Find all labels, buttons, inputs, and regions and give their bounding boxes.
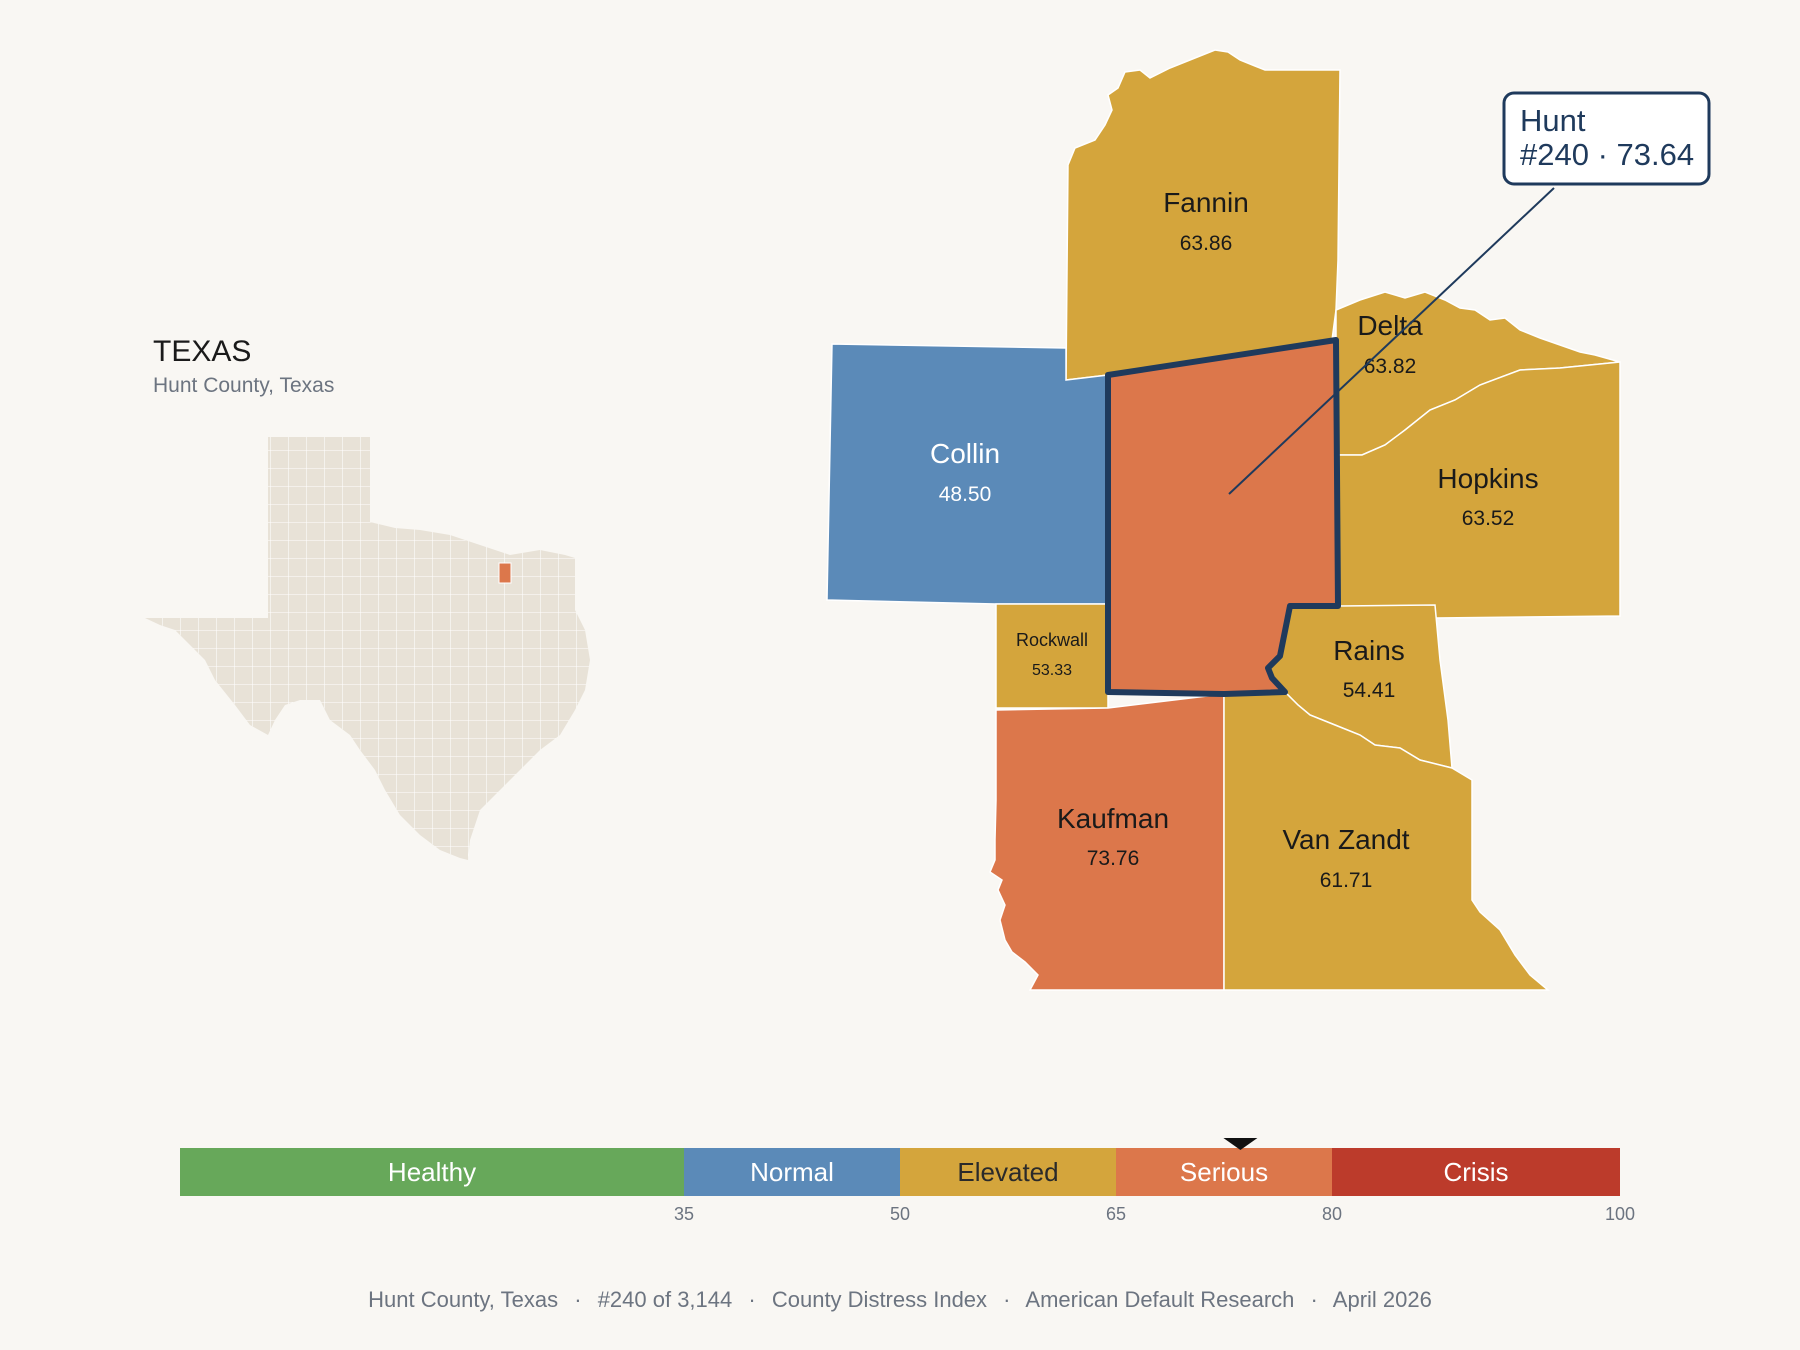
legend-marker-icon — [1223, 1138, 1258, 1150]
callout-county-name: Hunt — [1520, 103, 1586, 138]
label-fannin-name: Fannin — [1163, 187, 1249, 218]
callout-rank-score: #240 · 73.64 — [1520, 137, 1694, 172]
legend-label-crisis: Crisis — [1444, 1157, 1509, 1187]
legend-tick-35: 35 — [674, 1204, 694, 1224]
texas-county-grid — [145, 437, 590, 860]
legend-segment-serious — [1116, 1148, 1332, 1196]
footer-line: Hunt County, Texas · #240 of 3,144 · Cou… — [368, 1287, 1432, 1312]
footer-county: Hunt County, Texas — [368, 1287, 558, 1312]
hunt-callout: Hunt #240 · 73.64 — [1228, 91, 1711, 495]
label-hopkins-name: Hopkins — [1437, 463, 1538, 494]
footer-rank: #240 of 3,144 — [598, 1287, 733, 1312]
footer-sep-2: · — [748, 1287, 755, 1312]
legend-label-elevated: Elevated — [957, 1157, 1058, 1187]
footer-publisher: American Default Research — [1025, 1287, 1294, 1312]
label-rains-name: Rains — [1333, 635, 1405, 666]
county-rockwall[interactable] — [995, 603, 1109, 709]
footer-date: April 2026 — [1333, 1287, 1432, 1312]
label-hopkins-value: 63.52 — [1462, 507, 1515, 530]
label-fannin-value: 63.86 — [1180, 232, 1233, 255]
label-vanzandt-name: Van Zandt — [1282, 824, 1409, 855]
legend-segment-crisis — [1332, 1148, 1620, 1196]
footer-index: County Distress Index — [772, 1287, 987, 1312]
footer-sep-3: · — [1003, 1287, 1010, 1312]
label-rockwall-value: 53.33 — [1032, 662, 1072, 679]
label-delta-name: Delta — [1357, 310, 1423, 341]
legend-segment-normal — [684, 1148, 900, 1196]
county-kaufman[interactable] — [989, 693, 1225, 991]
county-hunt[interactable] — [1105, 337, 1341, 697]
legend-segment-healthy — [180, 1148, 684, 1196]
label-rains-value: 54.41 — [1343, 679, 1396, 702]
legend-tick-100: 100 — [1605, 1204, 1635, 1224]
county-vanzandt[interactable] — [1223, 691, 1551, 991]
county-collin[interactable] — [826, 343, 1109, 605]
label-collin-name: Collin — [930, 438, 1000, 469]
legend-label-serious: Serious — [1180, 1157, 1268, 1187]
legend-label-healthy: Healthy — [388, 1157, 476, 1187]
label-collin-value: 48.50 — [939, 483, 992, 506]
footer-sep-1: · — [574, 1287, 581, 1312]
legend-tick-80: 80 — [1322, 1204, 1342, 1224]
inset-hunt-highlight — [498, 562, 512, 584]
label-kaufman-name: Kaufman — [1057, 803, 1169, 834]
callout-leader-line — [1228, 187, 1555, 495]
texas-inset: TEXAS Hunt County, Texas — [145, 335, 590, 860]
label-vanzandt-value: 61.71 — [1320, 869, 1373, 892]
county-labels: Fannin 63.86 Delta 63.82 Collin 48.50 Ho… — [930, 187, 1539, 892]
legend-tick-50: 50 — [890, 1204, 910, 1224]
distress-scale-legend: Healthy Normal Elevated Serious Crisis 35 50 65… — [180, 1138, 1635, 1224]
legend-tick-65: 65 — [1106, 1204, 1126, 1224]
label-rockwall-name: Rockwall — [1016, 630, 1088, 650]
callout-box — [1502, 91, 1711, 186]
legend-segment-elevated — [900, 1148, 1116, 1196]
inset-state-title: TEXAS — [153, 335, 251, 368]
footer-sep-4: · — [1311, 1287, 1318, 1312]
county-hopkins[interactable] — [1337, 361, 1621, 619]
label-delta-value: 63.82 — [1364, 355, 1417, 378]
county-map — [826, 49, 1621, 991]
inset-subtitle: Hunt County, Texas — [153, 374, 334, 397]
legend-label-normal: Normal — [750, 1157, 834, 1187]
label-kaufman-value: 73.76 — [1087, 847, 1140, 870]
